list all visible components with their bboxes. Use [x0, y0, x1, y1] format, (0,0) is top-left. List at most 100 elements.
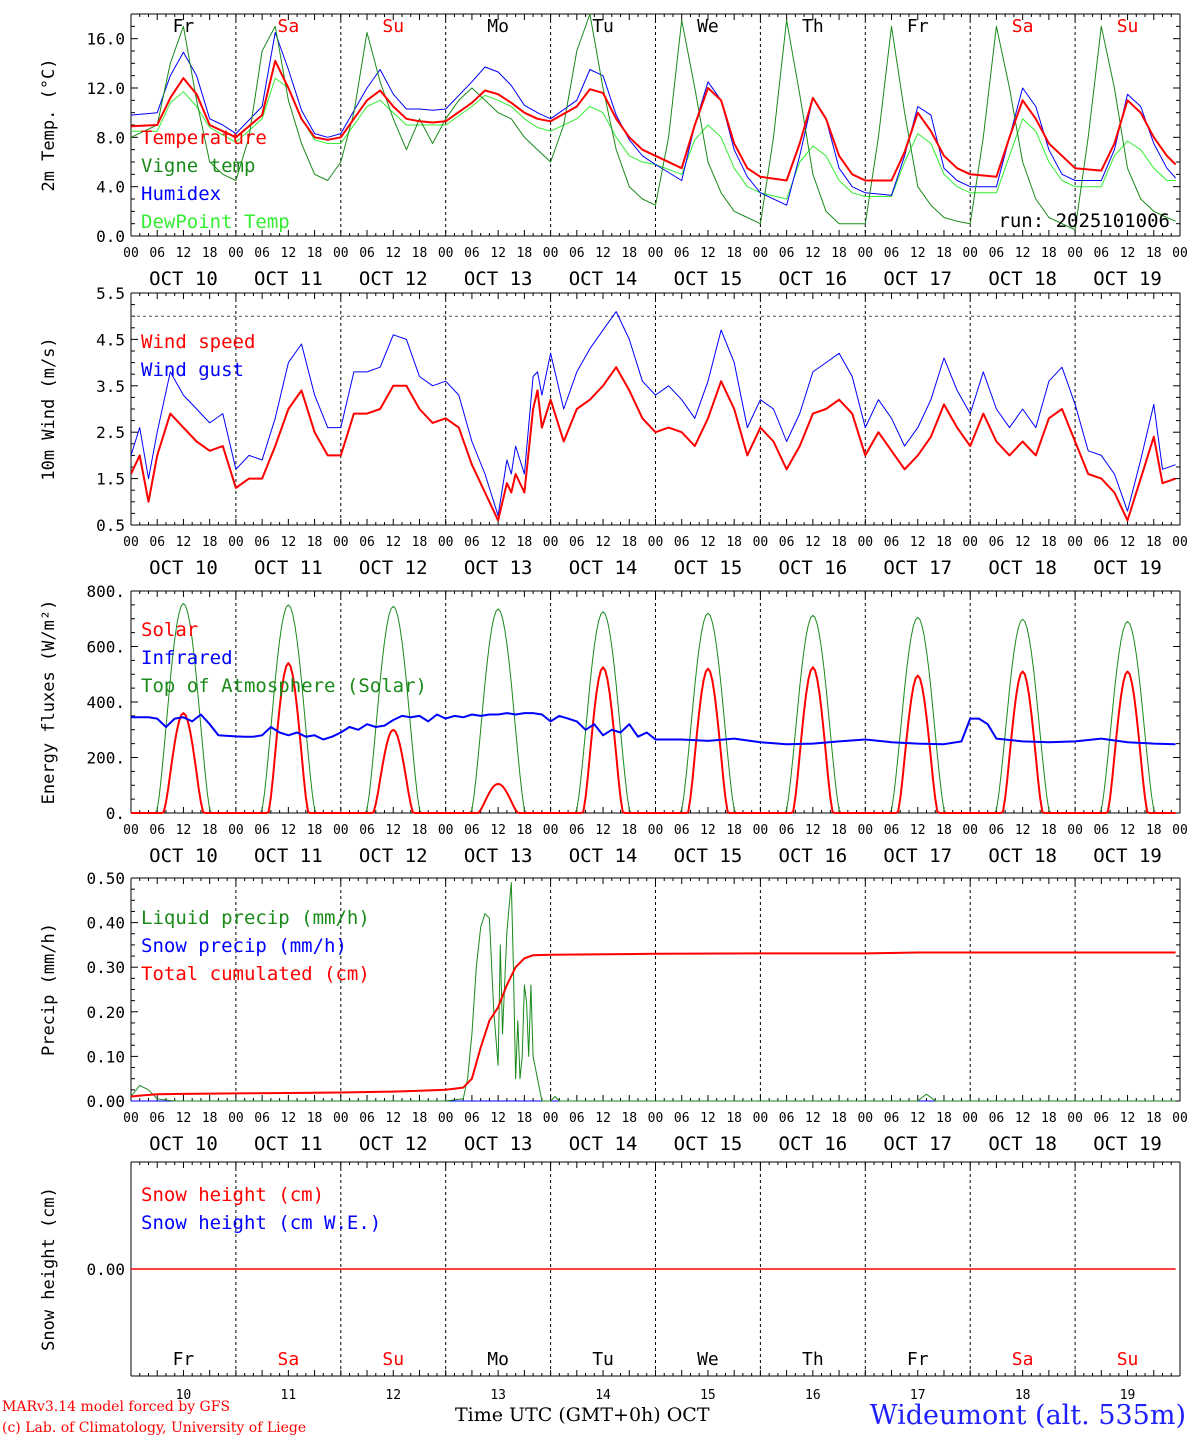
day-abbr-label: Sa — [278, 1349, 300, 1370]
snow-panel — [130, 1161, 1181, 1377]
hour-tick-label: 06 — [464, 535, 480, 550]
day-number-label: 10 — [176, 1388, 192, 1403]
day-abbr-label: Sa — [278, 16, 300, 37]
hour-tick-label: 06 — [464, 823, 480, 838]
hour-tick-label: 12 — [1120, 1111, 1136, 1126]
hour-tick-label: 12 — [281, 1111, 297, 1126]
hour-tick-label: 18 — [412, 1111, 428, 1126]
date-label: OCT 13 — [464, 1133, 533, 1155]
date-label: OCT 19 — [1093, 557, 1162, 579]
hour-tick-label: 00 — [1172, 535, 1188, 550]
y-tick-label: 5.5 — [96, 284, 125, 303]
day-abbr-label: Su — [382, 1349, 404, 1370]
date-label: OCT 19 — [1093, 845, 1162, 867]
hour-tick-label: 00 — [753, 823, 769, 838]
legend-entry: Snow precip (mm/h) — [141, 935, 347, 957]
hour-tick-label: 00 — [543, 823, 559, 838]
day-abbr-label: Su — [1117, 1349, 1139, 1370]
hour-tick-label: 18 — [202, 1111, 218, 1126]
hour-tick-label: 00 — [543, 246, 559, 261]
date-label: OCT 11 — [254, 1133, 323, 1155]
hour-tick-label: 00 — [228, 1111, 244, 1126]
hour-tick-label: 06 — [359, 823, 375, 838]
day-abbr-label: Mo — [487, 16, 509, 37]
y-axis-title: 10m Wind (m/s) — [39, 337, 59, 480]
hour-tick-label: 18 — [831, 535, 847, 550]
hour-tick-label: 00 — [1067, 535, 1083, 550]
hour-tick-label: 18 — [726, 823, 742, 838]
legend-entry: Liquid precip (mm/h) — [141, 907, 370, 929]
hour-tick-label: 06 — [1093, 823, 1109, 838]
hour-tick-label: 00 — [962, 823, 978, 838]
hour-tick-label: 06 — [254, 246, 270, 261]
y-tick-label: 16.0 — [86, 30, 125, 49]
y-axis-title: Snow height (cm) — [39, 1187, 59, 1351]
hour-tick-label: 12 — [805, 535, 821, 550]
hour-tick-label: 00 — [123, 246, 139, 261]
date-label: OCT 12 — [359, 1133, 428, 1155]
hour-tick-label: 18 — [307, 823, 323, 838]
hour-tick-label: 00 — [333, 535, 349, 550]
legend-entry: Temperature — [141, 127, 267, 149]
day-abbr-label: Fr — [907, 16, 929, 37]
hour-tick-label: 18 — [936, 1111, 952, 1126]
hour-tick-label: 06 — [674, 823, 690, 838]
day-abbr-label: Sa — [1012, 1349, 1034, 1370]
hour-tick-label: 18 — [517, 1111, 533, 1126]
hour-tick-label: 00 — [438, 1111, 454, 1126]
day-abbr-label: Fr — [907, 1349, 929, 1370]
hour-tick-label: 18 — [621, 1111, 637, 1126]
hour-tick-label: 12 — [385, 823, 401, 838]
series-line-top-of-atmosphere-solar- — [131, 603, 1176, 814]
hour-tick-label: 00 — [543, 535, 559, 550]
hour-tick-label: 18 — [726, 1111, 742, 1126]
day-number-label: 11 — [281, 1388, 297, 1403]
date-label: OCT 16 — [779, 268, 848, 290]
hour-tick-label: 06 — [359, 246, 375, 261]
y-tick-label: 0.20 — [86, 1003, 125, 1022]
hour-tick-label: 00 — [333, 246, 349, 261]
day-abbr-label: Su — [382, 16, 404, 37]
hour-tick-label: 00 — [123, 1111, 139, 1126]
hour-tick-label: 12 — [910, 246, 926, 261]
y-tick-label: 12.0 — [86, 79, 125, 98]
hour-tick-label: 06 — [569, 1111, 585, 1126]
hour-tick-label: 18 — [1146, 246, 1162, 261]
hour-tick-label: 12 — [700, 823, 716, 838]
legend-entry: Snow height (cm) — [141, 1184, 324, 1206]
hour-tick-label: 12 — [176, 823, 192, 838]
hour-tick-label: 12 — [176, 535, 192, 550]
legend-entry: Top of Atmosphere (Solar) — [141, 675, 427, 697]
y-tick-label: 0.10 — [86, 1047, 125, 1066]
hour-tick-label: 18 — [307, 246, 323, 261]
hour-tick-label: 00 — [438, 535, 454, 550]
legend-entry: DewPoint Temp — [141, 211, 290, 233]
hour-tick-label: 00 — [1067, 1111, 1083, 1126]
hour-tick-label: 18 — [517, 823, 533, 838]
hour-tick-label: 06 — [149, 535, 165, 550]
y-tick-label: 800. — [86, 582, 125, 601]
hour-tick-label: 06 — [359, 535, 375, 550]
date-label: OCT 18 — [988, 557, 1057, 579]
hour-tick-label: 18 — [1041, 823, 1057, 838]
hour-tick-label: 18 — [307, 1111, 323, 1126]
y-tick-label: 4.5 — [96, 330, 125, 349]
day-number-label: 16 — [805, 1388, 821, 1403]
hour-tick-label: 06 — [674, 246, 690, 261]
hour-tick-label: 06 — [254, 1111, 270, 1126]
hour-tick-label: 12 — [1015, 246, 1031, 261]
hour-tick-label: 12 — [910, 1111, 926, 1126]
y-axis-title: Energy fluxes (W/m²) — [39, 600, 59, 805]
hour-tick-label: 06 — [989, 823, 1005, 838]
hour-tick-label: 12 — [700, 246, 716, 261]
y-tick-label: 0.00 — [86, 1260, 125, 1279]
date-label: OCT 12 — [359, 268, 428, 290]
hour-tick-label: 00 — [648, 1111, 664, 1126]
date-label: OCT 18 — [988, 1133, 1057, 1155]
series-line-humidex — [131, 32, 1176, 206]
date-label: OCT 14 — [569, 845, 638, 867]
hour-tick-label: 18 — [412, 535, 428, 550]
hour-tick-label: 00 — [438, 823, 454, 838]
hour-tick-label: 00 — [648, 246, 664, 261]
hour-tick-label: 12 — [700, 535, 716, 550]
